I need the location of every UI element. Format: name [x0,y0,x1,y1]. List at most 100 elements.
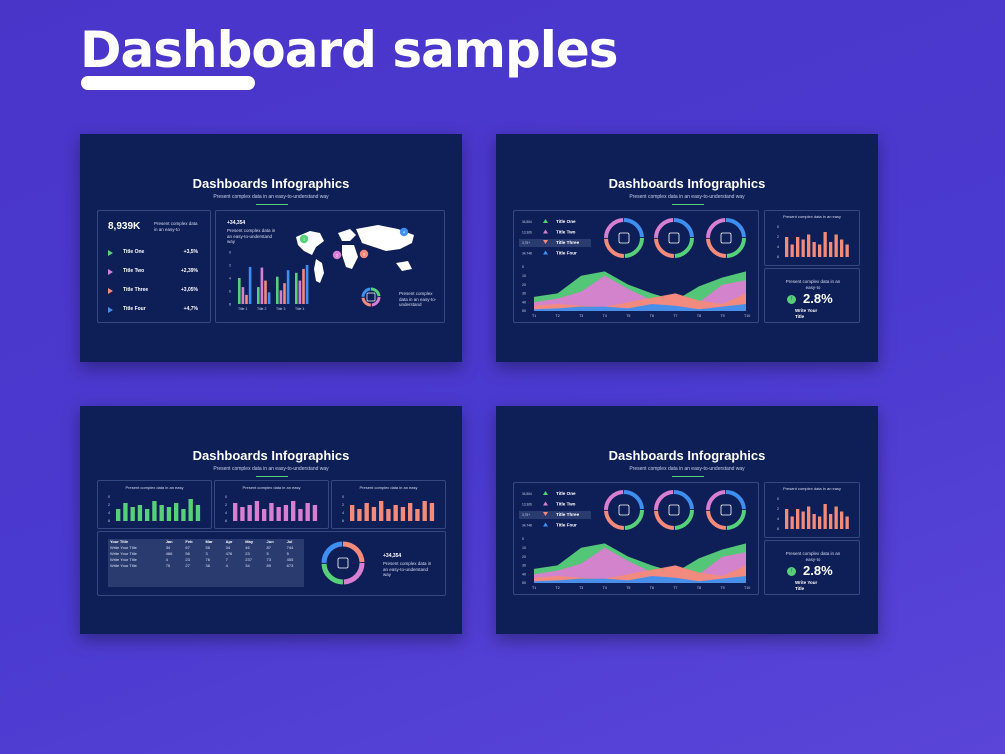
up-arrow-icon: ↑ [787,567,796,576]
triangle-icon [543,250,548,255]
legend-value: 34,564 [522,492,532,496]
table-cell: 744 [286,545,294,551]
bar [790,244,794,257]
bar [840,239,844,257]
legend-label: Title Three [556,240,580,245]
kpi-row: Title Three +3,05% [108,287,198,297]
triangle-icon [543,240,548,244]
x-tick-label: T1 [532,586,536,590]
kpi-row: Title Four +4,7% [108,306,198,316]
y-tick-label: 2 [229,264,231,268]
mini-label: Present complex data in an easy [359,485,418,490]
legend-value: 34,564 [522,220,532,224]
slide-title: Dashboards Infographics [608,448,766,463]
x-tick-label: T4 [603,586,607,590]
legend-label: Title Two [556,230,576,235]
triangle-icon [108,307,113,313]
donut-segment [604,490,644,530]
kpi-change: +2,39% [180,268,198,274]
refresh-icon [668,232,680,244]
legend-highlight [519,511,591,519]
table-cell: 673 [286,562,294,568]
map-landmass [314,259,324,283]
mini-bar-chart: 6 4 2 0 [777,225,849,259]
pct-value: 2.8% [803,563,833,578]
x-tick-label: T10 [744,586,750,590]
y-tick-label: 4 [108,511,110,515]
x-tick-label: T8 [697,586,701,590]
bar [260,267,264,304]
table-cell: 3 [205,550,208,556]
mini-bar-panel: Present complex data in an easy 6 4 2 0 [214,480,329,529]
area-chart: 34,564 Title One 13,366 Title Two 3,75+ Title… [519,490,750,590]
bar [254,501,260,521]
table-cell: 4 [225,562,228,568]
bar [801,239,805,257]
refresh-icon [668,504,680,516]
table-cell: 5 [266,550,269,556]
y-tick-label: 6 [777,255,779,259]
bar [298,280,302,304]
mini-bar-chart: 6 4 2 0 [777,497,849,531]
slide-thumbnail-3[interactable]: Dashboards Infographics Present complex … [80,406,462,634]
title-accent-line [256,476,288,477]
table-cell: 455 [286,556,294,562]
x-tick-label: T5 [626,586,630,590]
table-cell: Write Your Title [110,550,137,556]
bar [379,501,384,521]
map-pin-label: 1 [303,237,305,241]
kpi-change: +3,5% [183,249,198,255]
slide-thumbnail-1[interactable]: Dashboards Infographics Present complex … [80,134,462,362]
bar [386,509,391,521]
bar [295,272,298,304]
y-tick-label: 10 [522,546,526,550]
bar [166,507,172,521]
table-cell: 27 [185,562,190,568]
document-icon [366,292,376,302]
table-cell: 46 [245,545,250,551]
map-pin-icon [332,250,342,260]
y-tick-label: 0 [522,265,524,269]
map-pin-label: 2 [336,253,338,257]
table-cell: 34 [165,545,171,551]
kpi-desc: Present complex data in an easy-to [154,221,198,232]
table-cell: 4 [165,556,168,562]
y-tick-label: 50 [522,309,526,313]
bar [400,507,406,521]
slide-subtitle: Present complex data in an easy-to-under… [629,194,745,200]
bar [823,504,827,529]
x-tick-label: T7 [673,586,677,590]
overview-panel: 34,564 Title One 13,366 Title Two 3,75+ Title… [513,210,759,323]
bar [241,287,245,304]
table-cell: Write Your Title [110,562,137,568]
triangle-icon [543,501,548,506]
bar [834,506,838,529]
document-icon [618,504,630,516]
table-cell: 5 [286,550,289,556]
slide-thumbnail-4[interactable]: Dashboards Infographics Present complex … [496,406,878,634]
title-accent-line [256,204,288,205]
triangle-icon [543,229,548,234]
x-tick-label: T1 [532,314,536,318]
y-tick-label: 2 [777,507,779,511]
bar [812,242,816,257]
mini-label: Present complex data in an easy [782,214,842,219]
legend-label: Title Two [556,502,576,507]
bar [286,270,290,304]
slide-thumbnail-2[interactable]: Dashboards Infographics Present complex … [496,134,878,362]
mini-label: Present complex data in an easy [242,485,301,490]
bar [829,514,833,529]
donut-chart [321,541,365,585]
legend-value: 13,366 [522,231,532,235]
percent-panel: Present complex data in an easy-to ↑ 2.8… [764,268,860,323]
bar [785,237,789,257]
document-icon [618,232,630,244]
table-cell: 466 [165,550,173,556]
bar [840,511,844,529]
bar [845,244,849,257]
table-cell: 34 [225,545,231,551]
percent-panel: Present complex data in an easy-to ↑ 2.8… [764,540,860,595]
bar-value: +34,354 [227,220,246,226]
slide-subtitle: Present complex data in an easy-to-under… [213,194,329,200]
area-series [534,565,746,583]
